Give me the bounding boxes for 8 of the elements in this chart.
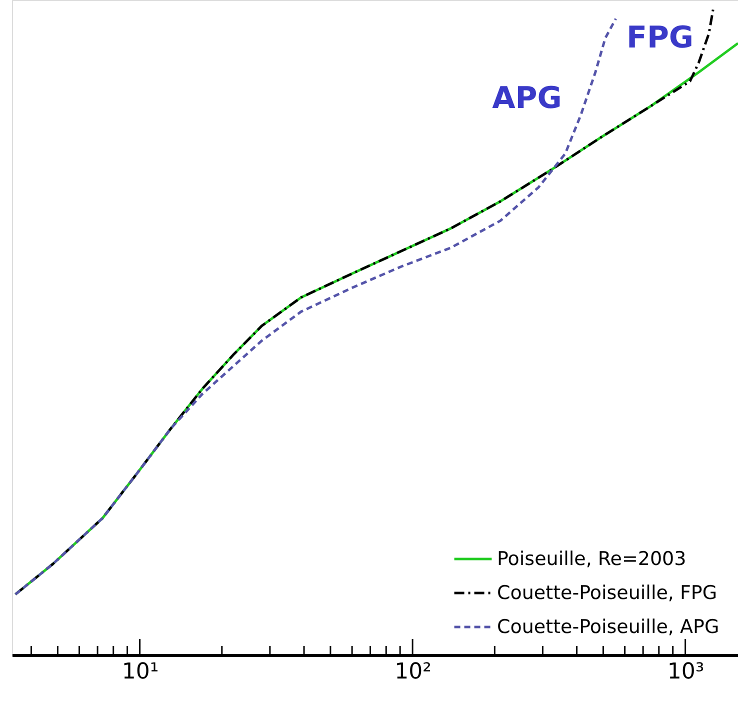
legend-label: Couette-Poiseuille, APG bbox=[497, 616, 720, 638]
legend-label: Couette-Poiseuille, FPG bbox=[497, 582, 718, 604]
legend-label: Poiseuille, Re=2003 bbox=[497, 548, 686, 570]
x-tick-label: 10³ bbox=[667, 660, 704, 684]
annotation: FPG bbox=[626, 20, 694, 56]
annotation: APG bbox=[492, 80, 562, 116]
x-tick-label: 10² bbox=[394, 660, 432, 684]
x-tick-label: 10¹ bbox=[122, 660, 159, 684]
